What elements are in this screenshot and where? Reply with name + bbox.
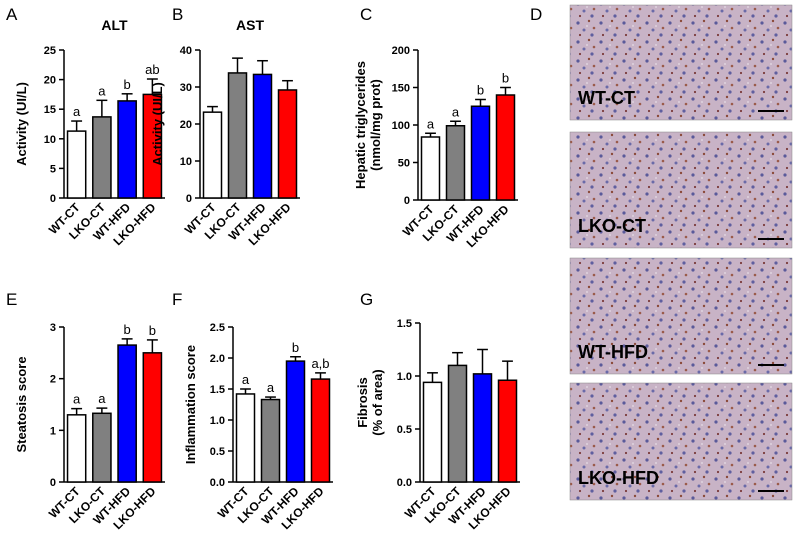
significance-letter: b [149, 323, 156, 338]
bar [277, 89, 298, 199]
bar [66, 414, 87, 483]
panel-label: C [360, 5, 372, 24]
significance-letter: a [98, 83, 106, 98]
y-tick-label: 0.5 [397, 424, 412, 436]
y-tick-label: 2 [50, 374, 56, 386]
y-axis-label: Activity (UI/L) [14, 82, 29, 166]
significance-letter: a [452, 104, 460, 119]
bar [235, 393, 256, 483]
micrograph-label: WT-HFD [578, 342, 648, 362]
bar [445, 125, 466, 201]
y-axis-label: Inflammation score [183, 345, 198, 464]
bar [447, 364, 468, 483]
significance-letter: a [73, 104, 81, 119]
panel-label: E [6, 290, 17, 309]
y-tick-label: 0.5 [210, 446, 225, 458]
y-tick-label: 1.0 [210, 415, 225, 427]
y-tick-label: 1.5 [210, 384, 225, 396]
bar [495, 94, 516, 201]
y-tick-label: 40 [180, 45, 192, 57]
significance-letter: a [427, 116, 435, 131]
significance-letter: b [477, 83, 484, 98]
bar [92, 412, 112, 483]
y-tick-label: 1 [50, 425, 56, 437]
significance-letter: a [73, 392, 81, 407]
micrograph-label: LKO-HFD [578, 468, 659, 488]
y-axis-label: Steatosis score [14, 356, 29, 452]
y-axis-label: Activity (UI/L) [150, 82, 165, 166]
y-tick-label: 5 [50, 163, 56, 175]
y-axis-label: Hepatic triglycerides [353, 61, 368, 189]
y-tick-label: 30 [180, 82, 192, 94]
y-tick-label: 15 [44, 104, 56, 116]
significance-letter: a [267, 380, 275, 395]
y-tick-label: 0 [50, 193, 56, 205]
bar [66, 130, 87, 199]
bar [310, 378, 331, 483]
significance-letter: a [98, 391, 106, 406]
micrograph [569, 4, 793, 121]
micrograph [569, 131, 793, 249]
bar [92, 116, 112, 199]
y-tick-label: 20 [44, 75, 56, 87]
bar [470, 105, 491, 201]
y-tick-label: 0 [186, 193, 192, 205]
panel-label: F [172, 290, 182, 309]
y-tick-label: 150 [392, 83, 410, 95]
y-tick-label: 50 [398, 158, 410, 170]
y-tick-label: 200 [392, 45, 410, 57]
significance-letter: b [502, 71, 509, 86]
y-tick-label: 0.0 [397, 477, 412, 489]
significance-letter: b [292, 340, 299, 355]
chart-title: AST [236, 17, 264, 33]
y-tick-label: 2.5 [210, 322, 225, 334]
y-tick-label: 3 [50, 322, 56, 334]
y-tick-label: 0 [50, 477, 56, 489]
bar [472, 373, 493, 483]
significance-letter: a,b [311, 356, 329, 371]
bar [117, 344, 137, 483]
y-tick-label: 20 [180, 119, 192, 131]
bar [227, 72, 248, 199]
y-axis-label: (nmol/mg prot) [368, 79, 383, 171]
panel-label: B [172, 5, 183, 24]
y-axis-label: Fibrosis [355, 377, 370, 428]
y-axis-label: (% of area) [370, 369, 385, 435]
y-tick-label: 10 [44, 134, 56, 146]
panel-label: G [360, 290, 373, 309]
bar [260, 398, 281, 483]
chart-title: ALT [101, 17, 128, 33]
bar [142, 93, 163, 199]
micrograph [569, 257, 793, 375]
y-tick-label: 0 [404, 195, 410, 207]
significance-letter: b [124, 322, 131, 337]
significance-letter: b [124, 77, 131, 92]
micrograph-label: LKO-CT [578, 216, 646, 236]
significance-letter: a [242, 372, 250, 387]
micrograph [569, 382, 793, 501]
micrograph-label: WT-CT [578, 88, 635, 108]
y-tick-label: 1.0 [397, 371, 412, 383]
y-tick-label: 10 [180, 156, 192, 168]
panel-label: D [530, 5, 542, 24]
panel-label: A [6, 5, 18, 24]
y-tick-label: 25 [44, 45, 56, 57]
bar [202, 111, 223, 199]
bar [117, 100, 137, 199]
significance-letter: ab [145, 62, 159, 77]
y-tick-label: 0.0 [210, 477, 225, 489]
y-tick-label: 2.0 [210, 353, 225, 365]
bar [252, 73, 273, 199]
y-tick-label: 1.5 [397, 318, 412, 330]
bar [422, 381, 443, 483]
bar [420, 136, 441, 201]
bar [497, 379, 518, 483]
y-tick-label: 100 [392, 120, 410, 132]
bar [285, 360, 306, 483]
bar [142, 352, 163, 483]
